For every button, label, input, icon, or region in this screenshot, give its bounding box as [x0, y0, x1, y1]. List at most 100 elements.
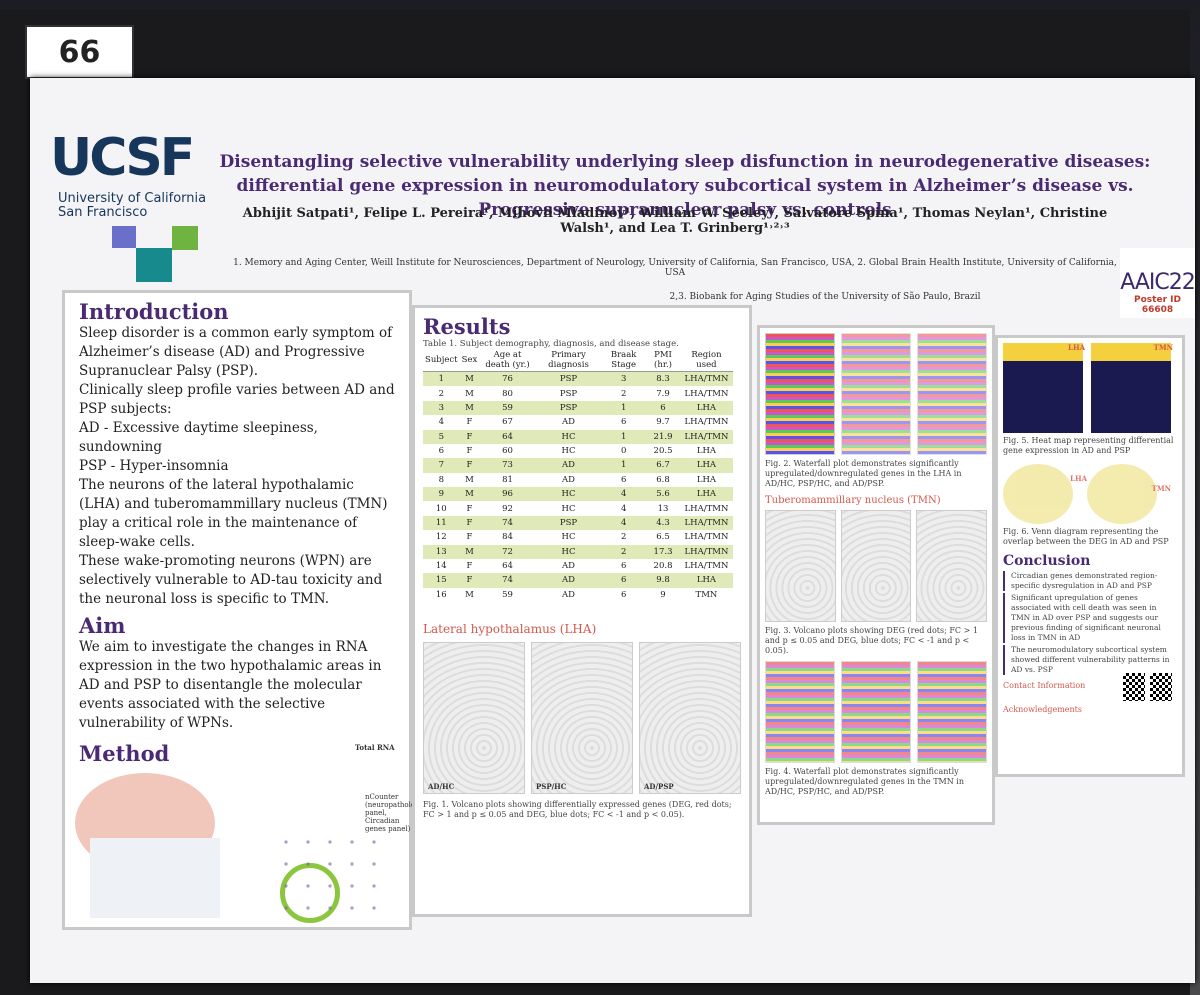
table-cell: 5: [423, 429, 460, 444]
table-cell: F: [466, 532, 473, 543]
table-cell: 1: [423, 371, 460, 387]
authors: Abhijit Satpati¹, Felipe L. Pereira¹, Mi…: [242, 206, 1108, 236]
table-cell: 6: [646, 400, 680, 416]
method-label: Total RNA: [355, 743, 395, 752]
poster-id: Poster ID 66608: [1134, 295, 1181, 315]
table-cell: M: [465, 589, 474, 600]
table-cell: LHA: [696, 446, 717, 457]
table-cell: 0: [620, 446, 627, 457]
table-cell: 9.8: [646, 573, 680, 588]
table-cell: 8.3: [646, 371, 680, 387]
table-cell: 21.9: [646, 429, 680, 444]
table-cell: M: [465, 388, 474, 399]
table-cell: LHA/TMN: [684, 561, 729, 572]
intro-text: Sleep disorder is a common early symptom…: [79, 324, 395, 609]
table-cell: 5.6: [646, 487, 680, 502]
volcano-plot: AD/HC: [423, 642, 525, 794]
table-cell: 13: [423, 544, 460, 559]
table-cell: LHA: [679, 487, 733, 502]
table-cell: 74: [479, 515, 536, 531]
table-cell: HC: [561, 532, 576, 543]
table-cell: AD: [562, 417, 575, 428]
table-row: 7 F 73 AD 1 6.7 LHA: [423, 458, 733, 473]
table-cell: PSP: [535, 515, 602, 531]
university-line: University of California: [58, 191, 207, 206]
heading: Results: [423, 314, 511, 339]
table-cell: LHA/TMN: [684, 532, 729, 543]
table-cell: LHA: [679, 573, 733, 588]
table-cell: M: [465, 474, 474, 485]
conclusion-list: Circadian genes demonstrated region-spec…: [1003, 571, 1177, 675]
table-cell: 6: [438, 446, 444, 457]
waterfall-plot: [765, 333, 835, 455]
table-cell: 80: [502, 388, 513, 399]
table: Subject Sex Age at death (yr.) Primary diag…: [423, 349, 733, 602]
table-cell: 72: [479, 544, 536, 559]
table-cell: 12: [435, 532, 447, 543]
affiliation: 2,3. Biobank for Aging Studies of the Un…: [669, 292, 981, 302]
column-header: Primary diagnosis: [535, 349, 602, 372]
table-cell: HC: [535, 544, 602, 559]
column-header: Subject: [423, 349, 460, 372]
table-cell: HC: [561, 446, 576, 457]
figure-caption: Fig. 2. Waterfall plot demonstrates sign…: [765, 459, 962, 488]
waterfall-plot: [841, 661, 911, 763]
table-cell: F: [466, 417, 473, 428]
volcano-row: AD/HC PSP/HC AD/PSP: [423, 642, 741, 794]
conclusion-bullet: Circadian genes demonstrated region-spec…: [1003, 571, 1177, 591]
table-cell: LHA: [679, 400, 733, 416]
intro-paragraph: Clinically sleep profile varies between …: [79, 382, 395, 417]
poster-title: Disentangling selective vulnerability un…: [219, 152, 1151, 220]
table-cell: 11: [423, 515, 460, 531]
volcano-plot: [916, 510, 988, 622]
waterfall-plot: [841, 333, 911, 455]
logo-square: [136, 248, 172, 282]
table-cell: LHA/TMN: [679, 371, 733, 387]
table-cell: 76: [479, 371, 536, 387]
table-cell: LHA/TMN: [679, 515, 733, 531]
table-cell: F: [466, 561, 473, 572]
table-cell: 74: [479, 573, 536, 588]
table-cell: F: [466, 503, 473, 514]
table-cell: PSP: [535, 400, 602, 416]
table-cell: 4.3: [646, 515, 680, 531]
table-row: 5 F 64 HC 1 21.9 LHA/TMN: [423, 429, 733, 444]
subheading: Tuberomammillary nucleus (TMN): [765, 495, 941, 506]
panel-label: AD/HC: [428, 782, 455, 791]
table-cell: AD: [562, 589, 575, 600]
panel-label: AD/PSP: [644, 782, 674, 791]
table-cell: 59: [479, 400, 536, 416]
volcano-plot: PSP/HC: [531, 642, 633, 794]
table-cell: PSP: [535, 371, 602, 387]
qr-code: [1123, 673, 1145, 701]
table-cell: 6: [620, 417, 627, 428]
table-row: 2 M 80 PSP 2 7.9 LHA/TMN: [423, 386, 733, 400]
table-cell: 15: [423, 573, 460, 588]
table-cell: 7.9: [656, 388, 670, 399]
figure-caption: Fig. 5. Heat map representing differenti…: [1003, 436, 1174, 455]
figure-caption: Fig. 1. Volcano plots showing differenti…: [423, 800, 732, 819]
intro-paragraph: AD - Excessive daytime sleepiness, sundo…: [79, 420, 318, 455]
table-cell: 17.3: [646, 544, 680, 559]
results-column-2: Fig. 2. Waterfall plot demonstrates sign…: [757, 325, 995, 825]
table-row: 1 M 76 PSP 3 8.3 LHA/TMN: [423, 371, 733, 387]
board-number: 66: [25, 25, 134, 79]
logo-square: [112, 226, 136, 248]
waterfall-plot: [917, 661, 987, 763]
table-cell: LHA: [696, 474, 717, 485]
table-cell: 4: [601, 515, 647, 531]
panel-label: LHA: [1068, 343, 1085, 352]
table-cell: 13: [657, 503, 669, 514]
table-cell: 14: [435, 561, 447, 572]
table-cell: 20.8: [653, 561, 673, 572]
table-cell: AD: [535, 573, 602, 588]
table-row: 8 M 81 AD 6 6.8 LHA: [423, 473, 733, 487]
intro-paragraph: Sleep disorder is a common early symptom…: [79, 325, 393, 379]
table-cell: 20.5: [653, 446, 673, 457]
results-column: Results Table 1. Subject demography, dia…: [412, 305, 752, 917]
table-cell: LHA/TMN: [679, 544, 733, 559]
intro-column: Introduction Sleep disorder is a common …: [62, 290, 424, 930]
table-cell: M: [459, 487, 480, 502]
table-cell: 6: [620, 474, 627, 485]
